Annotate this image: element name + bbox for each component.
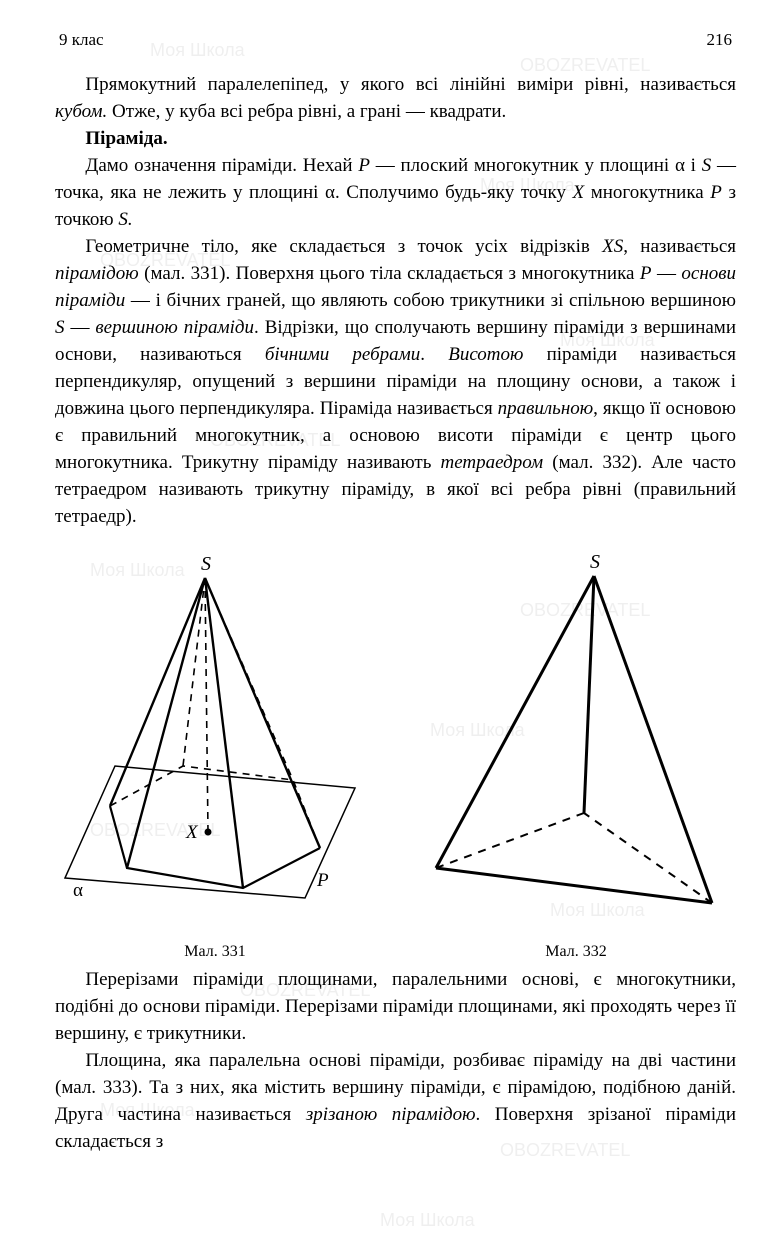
page-header: 9 клас 216 [55,30,736,50]
page-content: 9 клас 216 Прямокутний паралелепіпед, у … [55,30,736,1156]
section-title: Піраміда. [55,126,736,153]
paragraph-def: Дамо означення піраміди. Нехай P — плоск… [55,153,736,234]
svg-text:α: α [73,880,83,901]
paragraph-body: Геометричне тіло, яке складається з точо… [55,234,736,531]
pyramid-hexagonal-diagram: S X Pα [55,548,375,933]
paragraph-sections: Перерізами піраміди площинами, паралельн… [55,967,736,1048]
caption-332: Мал. 332 [545,943,606,961]
paragraph-cube: Прямокутний паралелепіпед, у якого всі л… [55,72,736,126]
header-right: 216 [707,30,733,50]
svg-text:S: S [201,553,211,575]
tetrahedron-diagram: S [416,548,736,933]
figures-row: S X Pα Мал. 331 S Мал. 332 [55,548,736,961]
figure-331: S X Pα Мал. 331 [55,548,375,961]
svg-text:S: S [590,551,600,573]
paragraph-frustum: Площина, яка паралельна основі піраміди,… [55,1048,736,1156]
svg-text:X: X [185,822,199,843]
header-left: 9 клас [59,30,104,50]
svg-text:P: P [316,870,329,891]
figure-332: S Мал. 332 [416,548,736,961]
caption-331: Мал. 331 [184,943,245,961]
